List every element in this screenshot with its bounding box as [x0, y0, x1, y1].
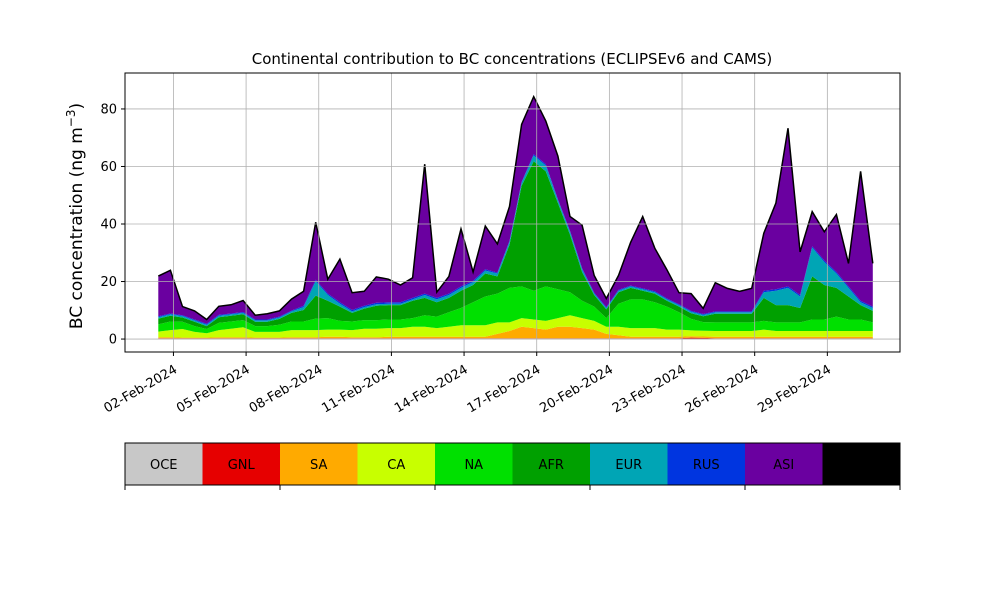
legend-label-afr: AFR	[539, 458, 564, 473]
x-tick-label: 23-Feb-2024	[610, 362, 689, 416]
x-tick-label: 20-Feb-2024	[537, 362, 616, 416]
y-tick-label: 60	[100, 160, 117, 175]
y-tick-label: 40	[100, 218, 117, 233]
y-tick-label: 80	[100, 102, 117, 117]
area-series-afr	[158, 161, 873, 329]
x-tick-label: 11-Feb-2024	[319, 362, 398, 416]
total-line	[157, 94, 874, 321]
y-axis-label: BC concentration (ng m−3)	[64, 103, 87, 329]
legend-label-asi: ASI	[773, 458, 794, 473]
legend-swatch-gnl	[202, 443, 280, 485]
x-tick-label: 26-Feb-2024	[683, 362, 762, 416]
x-tick-label: 29-Feb-2024	[755, 362, 834, 416]
legend-swatch-afr	[512, 443, 590, 485]
legend-swatch-ca	[357, 443, 435, 485]
y-tick-label: 20	[100, 275, 117, 290]
legend-label-rus: RUS	[693, 458, 720, 473]
plot-frame	[124, 72, 901, 353]
x-tick-label: 17-Feb-2024	[465, 362, 544, 416]
legend-colorbar: OCE GNL SA CA NA AFR EUR RUS ASI AUS	[124, 442, 901, 490]
legend-label-eur: EUR	[615, 458, 642, 473]
area-series-gnl	[158, 337, 873, 339]
legend-label-aus: AUS	[848, 458, 875, 473]
legend-frame	[124, 442, 901, 486]
legend-swatch-sa	[280, 443, 358, 485]
area-series-sa	[158, 326, 873, 339]
legend-swatch-eur	[590, 443, 668, 485]
legend-label-oce: OCE	[150, 458, 178, 473]
legend-swatch-asi	[745, 443, 823, 485]
legend-swatch-rus	[667, 443, 745, 485]
x-tick-label: 05-Feb-2024	[174, 362, 253, 416]
area-series-na	[158, 286, 873, 334]
legend-label-ca: CA	[387, 458, 405, 473]
y-tick-label: 0	[109, 333, 117, 348]
legend-label-sa: SA	[310, 458, 327, 473]
x-tick-label: 02-Feb-2024	[101, 362, 180, 416]
legend-label-na: NA	[464, 458, 483, 473]
legend-swatch-oce	[125, 443, 203, 485]
x-tick-label: 14-Feb-2024	[392, 362, 471, 416]
area-series-asi	[158, 96, 873, 324]
area-series-ca	[158, 315, 873, 338]
legend-swatch-na	[435, 443, 513, 485]
legend-swatch-aus	[822, 443, 900, 485]
x-tick-label: 08-Feb-2024	[247, 362, 326, 416]
legend-label-gnl: GNL	[228, 458, 256, 473]
plot-area: 0 20 40 60 80 02-Feb-202405-Feb-202408-Feb-20…	[100, 72, 901, 416]
chart-title: Continental contribution to BC concentra…	[252, 50, 773, 68]
